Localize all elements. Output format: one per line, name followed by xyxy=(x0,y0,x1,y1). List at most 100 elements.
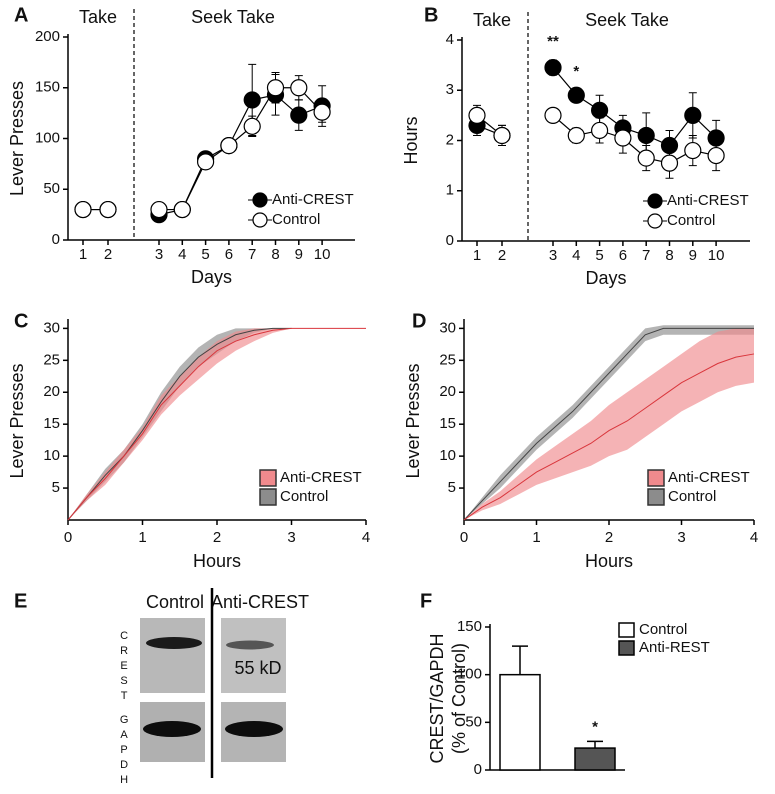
marker xyxy=(313,103,331,121)
annotation: ** xyxy=(547,33,559,50)
y-tick-label: 4 xyxy=(446,31,454,48)
y-tick-label: 20 xyxy=(43,383,60,400)
row-label: CREST xyxy=(118,630,130,705)
marker xyxy=(684,141,702,160)
legend-label: Control xyxy=(668,488,716,505)
legend-label: Anti-CREST xyxy=(667,192,749,209)
y-tick-label: 200 xyxy=(35,28,60,45)
x-tick-label: 2 xyxy=(498,247,506,264)
legend-swatch xyxy=(618,622,635,638)
y-tick-label: 25 xyxy=(439,351,456,368)
panel-label: A xyxy=(14,4,28,26)
panel-label: C xyxy=(14,310,28,332)
legend-swatch xyxy=(647,469,665,487)
x-tick-label: 1 xyxy=(473,247,481,264)
blot: E Control Anti-CREST 55 kD CREST GAPDH xyxy=(14,588,309,789)
panel-label: E xyxy=(14,590,27,612)
y-tick-label: 150 xyxy=(35,79,60,96)
x-tick-label: 8 xyxy=(665,247,673,264)
marker xyxy=(614,129,632,147)
legend-swatch xyxy=(259,488,277,506)
x-tick-label: 2 xyxy=(213,529,221,546)
series-line xyxy=(463,353,755,521)
series-line xyxy=(463,327,754,521)
x-tick-label: 0 xyxy=(460,529,468,546)
y-tick-label: 100 xyxy=(457,666,482,683)
x-tick-label: 1 xyxy=(79,246,87,263)
bar xyxy=(574,747,616,771)
x-tick-label: 4 xyxy=(362,529,370,546)
size-marker: 55 kD xyxy=(234,658,281,678)
legend-label: Anti-CREST xyxy=(272,191,354,208)
x-tick-label: 3 xyxy=(287,529,295,546)
marker xyxy=(544,106,562,124)
legend-swatch xyxy=(647,488,665,506)
bar xyxy=(499,673,541,771)
marker xyxy=(197,153,215,171)
blot-box xyxy=(221,618,286,693)
section-label: Seek Take xyxy=(585,10,669,30)
section-label: Take xyxy=(473,10,511,30)
x-axis-label: Days xyxy=(191,267,232,287)
band xyxy=(143,721,201,737)
x-axis-label: Days xyxy=(585,268,626,288)
annotation: * xyxy=(573,63,579,80)
section-label: Seek Take xyxy=(191,7,275,27)
marker xyxy=(220,137,238,155)
marker xyxy=(567,126,585,145)
legend-label: Anti-CREST xyxy=(668,469,750,486)
y-tick-label: 50 xyxy=(43,180,60,197)
blot-box xyxy=(140,618,205,693)
marker xyxy=(266,79,285,97)
marker xyxy=(243,117,261,135)
x-tick-label: 4 xyxy=(178,246,186,263)
y-tick-label: 30 xyxy=(43,319,60,336)
marker xyxy=(150,200,168,219)
x-tick-label: 2 xyxy=(605,529,613,546)
marker xyxy=(74,200,92,219)
marker xyxy=(637,126,655,145)
lane-label: Anti-CREST xyxy=(211,592,309,612)
legend-label: Anti-REST xyxy=(639,639,710,656)
marker xyxy=(707,146,725,165)
legend-marker xyxy=(252,212,268,228)
y-axis-label: CREST/GAPDH xyxy=(427,633,447,763)
y-tick-label: 30 xyxy=(439,319,456,336)
marker xyxy=(660,136,679,155)
band xyxy=(226,640,274,650)
x-tick-label: 3 xyxy=(549,247,557,264)
y-tick-label: 5 xyxy=(52,479,60,496)
x-tick-label: 4 xyxy=(572,247,580,264)
y-axis-label: Lever Presses xyxy=(7,81,27,196)
y-tick-label: 100 xyxy=(35,129,60,146)
row-label: GAPDH xyxy=(118,714,130,789)
legend-label: Control xyxy=(272,211,320,228)
y-tick-label: 25 xyxy=(43,351,60,368)
confidence-band xyxy=(68,328,292,520)
marker xyxy=(468,106,486,124)
error-bar xyxy=(512,645,528,675)
y-tick-label: 10 xyxy=(439,447,456,464)
legend-swatch xyxy=(259,469,277,487)
panel-label: D xyxy=(412,310,426,332)
series-line xyxy=(67,327,292,521)
legend-swatch xyxy=(618,640,635,656)
y-tick-label: 15 xyxy=(439,415,456,432)
marker xyxy=(290,79,308,97)
x-tick-label: 5 xyxy=(595,247,603,264)
x-tick-label: 2 xyxy=(104,246,112,263)
y-tick-label: 5 xyxy=(448,479,456,496)
band xyxy=(225,721,283,737)
panel-label: F xyxy=(420,590,432,612)
band xyxy=(146,637,202,649)
lane-label: Control xyxy=(146,592,204,612)
legend-label: Anti-CREST xyxy=(280,469,362,486)
marker xyxy=(637,149,655,167)
legend-label: Control xyxy=(667,212,715,229)
x-tick-label: 9 xyxy=(689,247,697,264)
x-tick-label: 10 xyxy=(314,246,331,263)
marker xyxy=(590,101,609,119)
x-axis-label: Hours xyxy=(193,551,241,571)
x-tick-label: 8 xyxy=(271,246,279,263)
